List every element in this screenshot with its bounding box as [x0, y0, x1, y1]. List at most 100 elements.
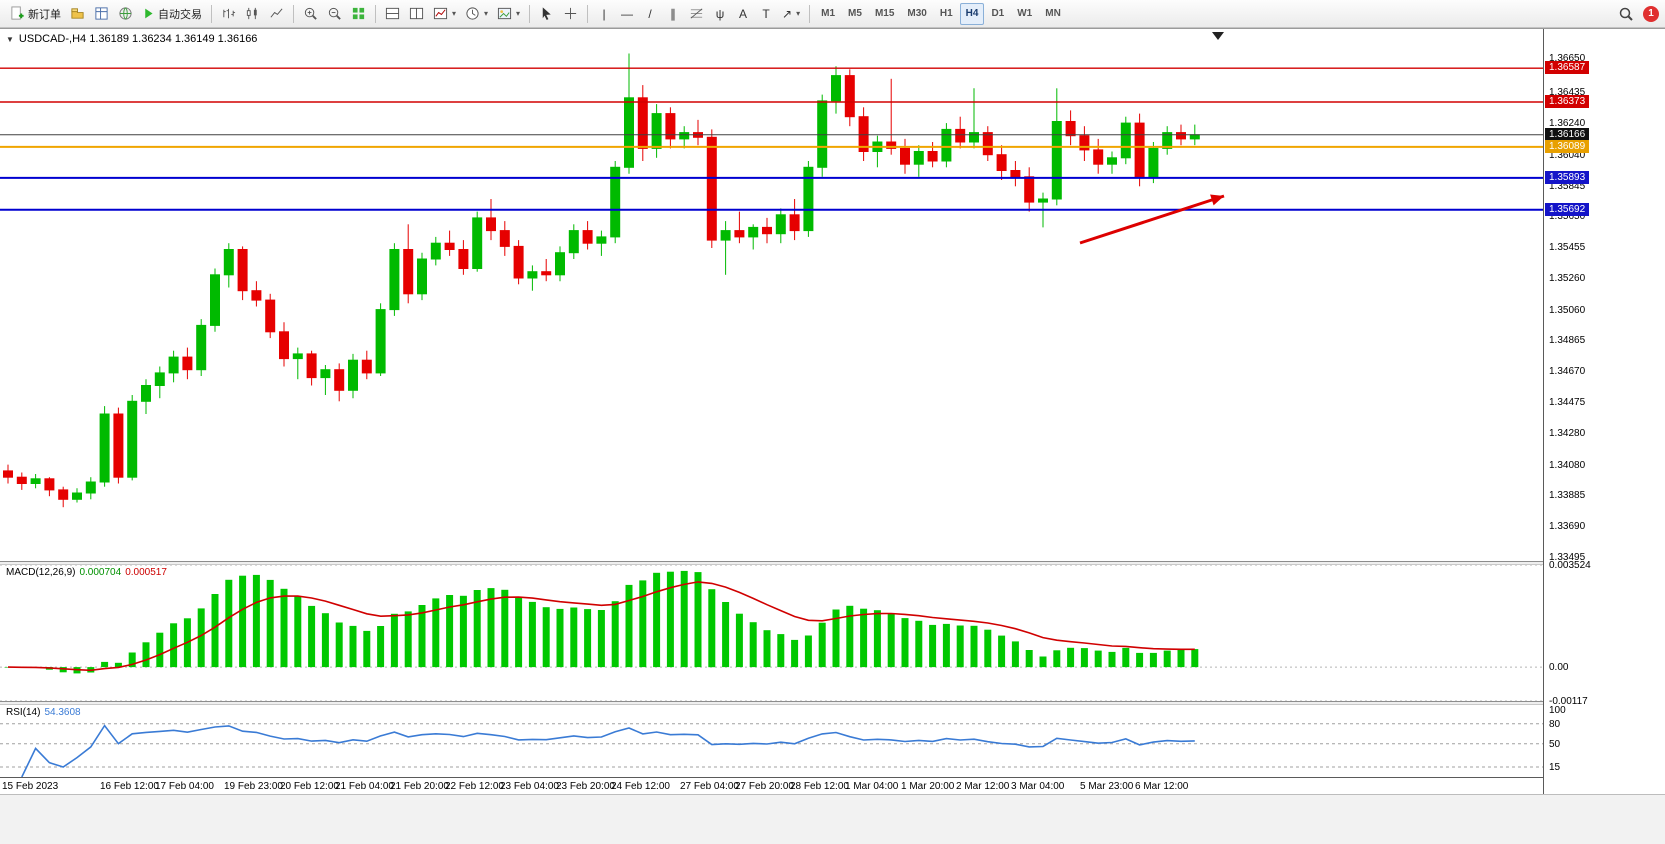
macd-tick: -0.00117 — [1549, 696, 1588, 707]
search-button[interactable] — [1614, 3, 1638, 25]
toolbar-separator — [375, 4, 376, 23]
time-label: 27 Feb 04:00 — [680, 781, 739, 792]
time-axis[interactable]: 15 Feb 2023 16 Feb 12:00 17 Feb 04:00 19 Fe… — [0, 777, 1543, 796]
chevron-down-icon: ▾ — [452, 9, 457, 18]
zoom-in-button[interactable] — [299, 3, 322, 25]
chevron-down-icon: ▾ — [516, 9, 521, 18]
price-axis-rsi[interactable]: 100 80 50 15 — [1544, 705, 1665, 777]
crosshair-button[interactable] — [559, 3, 582, 25]
pitchfork-icon: ψ — [715, 6, 725, 21]
cursor-button[interactable] — [535, 3, 558, 25]
fibonacci-icon — [689, 6, 704, 21]
price-tick: 1.35455 — [1549, 242, 1586, 253]
notification-badge[interactable]: 1 — [1643, 5, 1659, 22]
new-order-label: 新订单 — [28, 8, 61, 21]
templates-dropdown[interactable]: ▾ — [493, 3, 524, 25]
tile-vertical-button[interactable] — [405, 3, 428, 25]
vertical-line-tool[interactable]: | — [593, 3, 615, 25]
price-tick: 1.36650 — [1549, 53, 1586, 64]
time-label: 16 Feb 12:00 — [100, 781, 159, 792]
price-badge: 1.36373 — [1545, 95, 1590, 108]
price-axis-macd[interactable]: 0.003524 0.00 -0.00117 — [1544, 560, 1665, 707]
price-tick: 1.36040 — [1549, 150, 1586, 161]
text-icon: A — [739, 6, 748, 21]
chevron-down-icon: ▾ — [484, 9, 489, 18]
timeframe-w1[interactable]: W1 — [1011, 3, 1038, 25]
profiles-icon — [70, 6, 85, 21]
pitchfork-tool[interactable]: ψ — [709, 3, 731, 25]
panel-splitter[interactable] — [0, 561, 1665, 565]
price-tick: 1.35650 — [1549, 211, 1586, 222]
tile-horizontal-button[interactable] — [381, 3, 404, 25]
macd-indicator-label: MACD(12,26,9) 0.000704 0.000517 — [6, 567, 167, 578]
timeframe-mn[interactable]: MN — [1039, 3, 1067, 25]
macd-tick: 0.00 — [1549, 662, 1569, 673]
time-label: 6 Mar 12:00 — [1135, 781, 1189, 792]
equidistant-channel-icon: ∥ — [670, 6, 677, 21]
horizontal-line-tool[interactable]: — — [616, 3, 638, 25]
trendline-tool[interactable]: / — [639, 3, 661, 25]
arrows-dropdown[interactable]: ↗ ▾ — [778, 3, 804, 25]
candlestick-chart[interactable] — [0, 29, 1543, 561]
zoom-out-button[interactable] — [323, 3, 346, 25]
price-axis-main[interactable]: 1.36650 1.36435 1.36240 1.36040 1.35845 1.356… — [1544, 29, 1665, 563]
new-order-button[interactable]: 新订单 — [6, 3, 65, 25]
data-window-button[interactable] — [90, 3, 113, 25]
rsi-levels-layer — [0, 723, 1543, 768]
new-chart-icon — [433, 6, 448, 21]
text-label-tool[interactable]: T — [755, 3, 777, 25]
price-badge: 1.36166 — [1545, 128, 1590, 141]
channel-tool[interactable]: ∥ — [662, 3, 684, 25]
horizontal-lines-layer — [0, 67, 1543, 211]
new-chart-dropdown[interactable]: ▾ — [429, 3, 460, 25]
toolbar-separator — [809, 4, 811, 23]
navigator-button[interactable] — [114, 3, 137, 25]
chart-window: ▼ USDCAD-,H4 1.36189 1.36234 1.36149 1.3… — [0, 28, 1665, 796]
clock-icon — [465, 6, 480, 21]
timeframe-m30[interactable]: M30 — [901, 3, 932, 25]
fibonacci-tool[interactable] — [685, 3, 708, 25]
timeframe-m1[interactable]: M1 — [815, 3, 841, 25]
macd-value-signal: 0.000517 — [125, 567, 167, 578]
trendline-icon: / — [648, 6, 652, 21]
price-tick: 1.33690 — [1549, 521, 1586, 532]
time-label: 24 Feb 12:00 — [611, 781, 670, 792]
collapse-triangle-icon[interactable]: ▼ — [6, 34, 14, 44]
tile-windows-button[interactable] — [347, 3, 370, 25]
timeframe-h1[interactable]: H1 — [934, 3, 959, 25]
price-tick: 1.35845 — [1549, 181, 1586, 192]
horizontal-line-icon: — — [621, 6, 634, 21]
macd-chart[interactable] — [0, 565, 1543, 701]
price-axis[interactable]: 1.36650 1.36435 1.36240 1.36040 1.35845 1.356… — [1543, 29, 1665, 795]
line-chart-button[interactable] — [265, 3, 288, 25]
candlestick-chart-button[interactable] — [241, 3, 264, 25]
period-dropdown[interactable]: ▾ — [461, 3, 492, 25]
tile-vertical-icon — [409, 6, 424, 21]
candles-layer — [3, 53, 1200, 508]
timeframe-h4[interactable]: H4 — [959, 2, 985, 25]
rsi-chart[interactable] — [0, 705, 1543, 777]
timeframe-d1[interactable]: D1 — [985, 3, 1010, 25]
trend-arrow-annotation[interactable] — [1079, 194, 1225, 245]
text-tool[interactable]: A — [732, 3, 754, 25]
autotrading-play-icon — [142, 7, 155, 20]
time-label: 1 Mar 20:00 — [901, 781, 955, 792]
toolbar-separator — [587, 4, 589, 23]
time-label: 5 Mar 23:00 — [1080, 781, 1134, 792]
time-label: 28 Feb 12:00 — [790, 781, 849, 792]
timeframe-m5[interactable]: M5 — [842, 3, 868, 25]
macd-tick: 0.003524 — [1549, 560, 1591, 571]
autotrading-label: 自动交易 — [158, 8, 202, 21]
timeframe-m15[interactable]: M15 — [869, 3, 900, 25]
template-icon — [497, 6, 512, 21]
time-label: 23 Feb 20:00 — [556, 781, 615, 792]
time-label: 21 Feb 04:00 — [335, 781, 394, 792]
autotrading-button[interactable]: 自动交易 — [138, 3, 206, 25]
bar-chart-button[interactable] — [217, 3, 240, 25]
time-label: 17 Feb 04:00 — [155, 781, 214, 792]
chart-shift-marker[interactable] — [1212, 32, 1224, 40]
profiles-button[interactable] — [66, 3, 89, 25]
panel-splitter[interactable] — [0, 701, 1665, 705]
zoom-out-icon — [327, 6, 342, 21]
